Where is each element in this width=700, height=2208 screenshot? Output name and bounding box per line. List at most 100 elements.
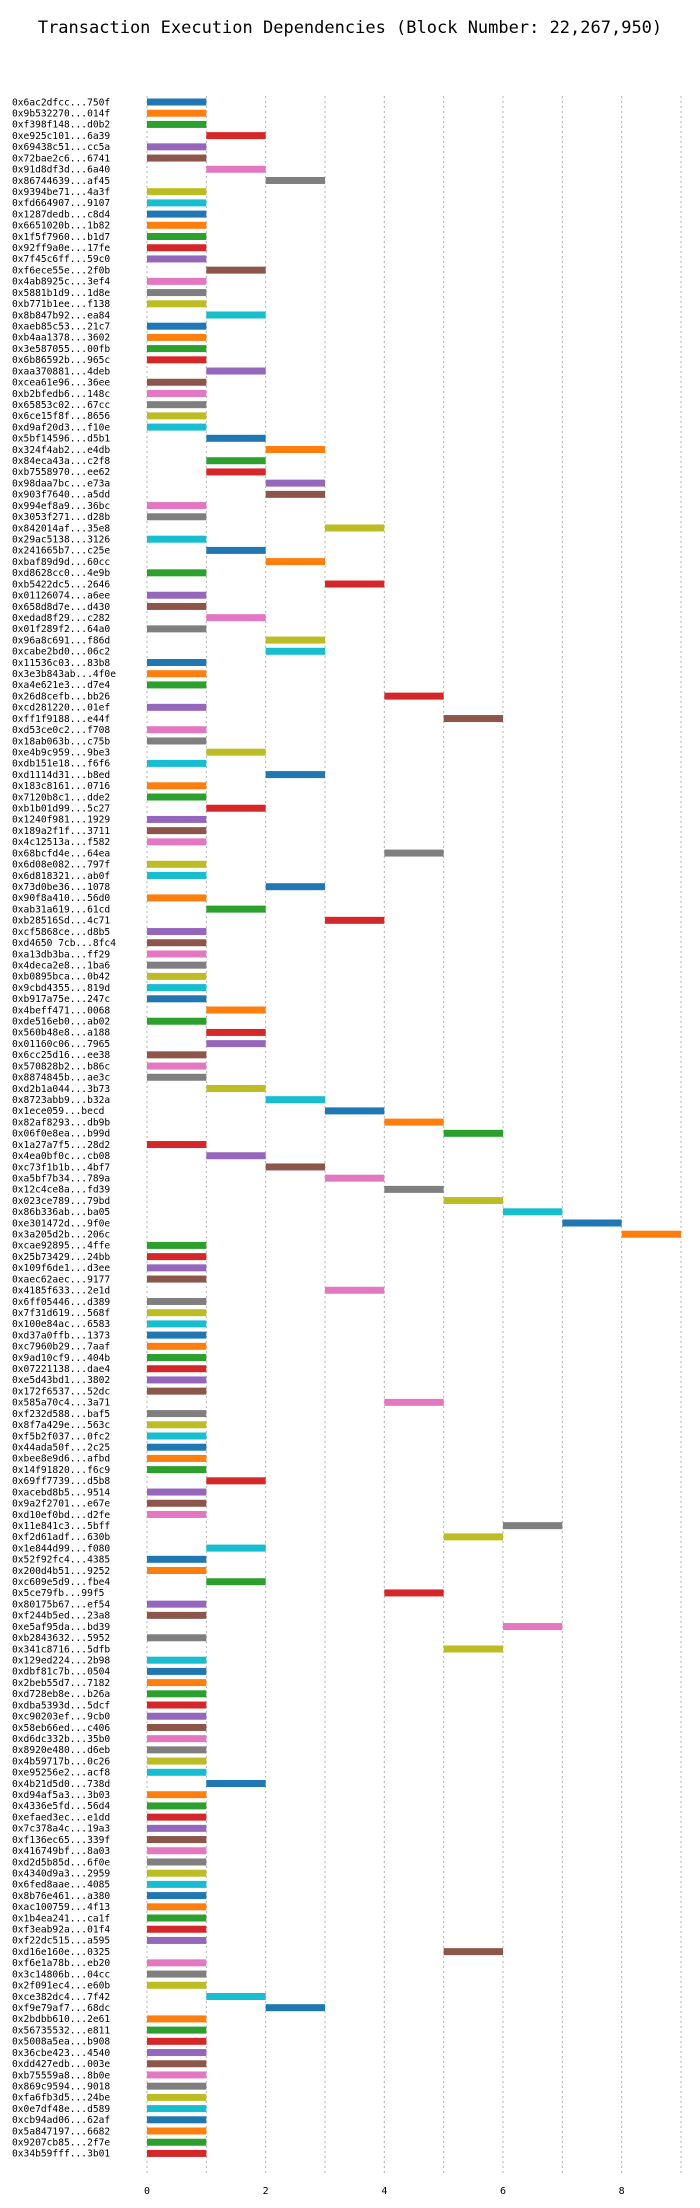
row-label: 0x58eb66ed...c406 [12, 1723, 110, 1734]
row-label: 0xcea61e96...36ee [12, 378, 110, 389]
dependency-bar [206, 614, 266, 622]
row-label: 0x585a70c4...3a71 [12, 1398, 110, 1409]
row-label: 0x869c9594...9018 [12, 2081, 110, 2092]
dependency-bar [147, 972, 207, 980]
row-label: 0xa4e621e3...d7e4 [12, 680, 110, 691]
row-label: 0x842014af...35e8 [12, 523, 110, 534]
row-label: 0x4b21d5d0...738d [12, 1779, 110, 1790]
row-label: 0x1240f981...1929 [12, 815, 110, 826]
dependency-bar [147, 815, 207, 823]
dependency-bar [443, 1533, 503, 1541]
row-label: 0xc7960b29...7aaf [12, 1342, 110, 1353]
dependency-bar [147, 1275, 207, 1283]
row-label: 0x01160c06...7965 [12, 1039, 110, 1050]
dependency-bar [384, 849, 444, 857]
row-label: 0xb917a75e...247c [12, 994, 110, 1005]
dependency-bar [443, 1948, 503, 1956]
row-label: 0x7f45c6ff...59c0 [12, 254, 110, 265]
row-label: 0x4ab8925c...3ef4 [12, 277, 110, 288]
dependency-bar [325, 1107, 385, 1115]
dependency-bar [147, 2116, 207, 2124]
row-label: 0x92ff9a0e...17fe [12, 243, 110, 254]
dependency-bar [206, 165, 266, 173]
row-label: 0xf22dc515...a595 [12, 1936, 110, 1947]
dependency-bar [147, 1723, 207, 1731]
row-label: 0xcf5868ce...d8b5 [12, 927, 110, 938]
row-label: 0xe95256e2...acf8 [12, 1768, 110, 1779]
row-label: 0x994ef8a9...36bc [12, 501, 110, 512]
row-label: 0xf9e79af7...68dc [12, 2003, 110, 2014]
row-label: 0x324f4ab2...e4db [12, 445, 110, 456]
dependency-bar [147, 1443, 207, 1451]
dependency-bar [206, 1477, 266, 1485]
row-label: 0x183c8161...0716 [12, 781, 110, 792]
dependency-bar [384, 1185, 444, 1193]
row-label: 0xa13db3ba...ff29 [12, 949, 110, 960]
dependency-bar [147, 1667, 207, 1675]
dependency-bar [206, 804, 266, 812]
row-label: 0xaeb85c53...21c7 [12, 322, 110, 333]
row-label: 0x9394be71...4a3f [12, 187, 110, 198]
row-label: 0x3053f271...d28b [12, 512, 110, 523]
dependency-bar [206, 311, 266, 319]
dependency-bar [147, 681, 207, 689]
row-label: 0x72bae2c6...6741 [12, 153, 110, 164]
dependency-bar [147, 1365, 207, 1373]
dependency-bar [147, 1936, 207, 1944]
dependency-bar [206, 457, 266, 465]
row-label: 0x8b847b92...ea84 [12, 310, 110, 321]
x-tick-label: 4 [381, 2186, 387, 2197]
dependency-bar [147, 289, 207, 297]
row-label: 0xd2b1a044...3b73 [12, 1084, 110, 1095]
row-label: 0xe301472d...9f0e [12, 1218, 110, 1229]
dependency-bar [147, 1656, 207, 1664]
row-label: 0x8b76e461...a380 [12, 1891, 110, 1902]
row-label: 0xac100759...4f13 [12, 1902, 110, 1913]
dependency-bar [206, 1006, 266, 1014]
dependency-bar [147, 1847, 207, 1855]
row-label: 0xf398f148...d0b2 [12, 120, 110, 131]
row-label: 0x1b4ea241...ca1f [12, 1913, 110, 1924]
dependency-bar [503, 1522, 563, 1530]
dependency-bar [147, 120, 207, 128]
row-label: 0xdd427edb...003e [12, 2059, 110, 2070]
row-label: 0x8874845b...ae3c [12, 1073, 110, 1084]
dependency-bar [147, 1712, 207, 1720]
row-label: 0x4deca2e8...1ba6 [12, 960, 110, 971]
row-label: 0x91d8df3d...6a40 [12, 165, 110, 176]
row-label: 0xc90203ef...9cb0 [12, 1712, 110, 1723]
dependency-bar [147, 1836, 207, 1844]
row-label: 0x5008a5ea...b908 [12, 2037, 110, 2048]
dependency-bar [147, 210, 207, 218]
dependency-bar [147, 1499, 207, 1507]
row-label: 0xf6e1a78b...eb20 [12, 1958, 110, 1969]
row-label: 0x86744639...af45 [12, 176, 110, 187]
dependency-bar [147, 2149, 207, 2157]
row-label: 0xab31a619...61cd [12, 904, 110, 915]
dependency-bar [147, 950, 207, 958]
dependency-bar [147, 1253, 207, 1261]
dependency-bar [265, 446, 325, 454]
dependency-bar [147, 1813, 207, 1821]
dependency-bar [147, 1925, 207, 1933]
dependency-bar [265, 490, 325, 498]
dependency-bar [147, 737, 207, 745]
dependency-bar [147, 625, 207, 633]
row-label: 0x9cbd4355...819d [12, 983, 110, 994]
dependency-bar [147, 2071, 207, 2079]
dependency-bar [265, 883, 325, 891]
row-label: 0xb771b1ee...f138 [12, 299, 110, 310]
row-label: 0xdbf81c7b...0504 [12, 1667, 110, 1678]
row-label: 0x4c12513a...f582 [12, 837, 110, 848]
dependency-bar [325, 1286, 385, 1294]
row-label: 0xb2843632...5952 [12, 1633, 110, 1644]
row-label: 0x68bcfd4e...64ea [12, 848, 110, 859]
dependency-bar [384, 1398, 444, 1406]
row-label: 0x1ece059...becd [12, 1106, 104, 1117]
dependency-bar [147, 1354, 207, 1362]
row-label: 0xacebd8b5...9514 [12, 1487, 110, 1498]
row-label: 0x90f8a410...56d0 [12, 893, 110, 904]
row-label: 0x6cc25d16...ee38 [12, 1050, 110, 1061]
row-label: 0x9a2f2701...e67e [12, 1499, 110, 1510]
